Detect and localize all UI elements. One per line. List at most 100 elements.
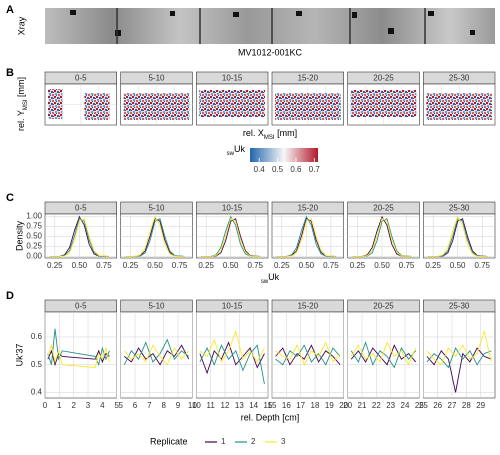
panel-background <box>44 213 117 259</box>
colorbar <box>250 148 318 162</box>
data-line <box>426 347 492 393</box>
legend-title: Replicate <box>150 436 188 446</box>
colorbar-title-part: Uk <box>234 144 245 154</box>
y-axis-label: Uk'37 <box>14 344 24 367</box>
facet-label: 5-10 <box>148 74 165 83</box>
facet-label: 15-20 <box>298 302 319 311</box>
data-line <box>123 338 190 365</box>
colorbar-title: swUk <box>227 144 246 156</box>
legend-label: 2 <box>251 437 256 446</box>
y-tick-label: 0.75 <box>26 222 42 231</box>
panel-background <box>271 311 344 399</box>
data-line <box>125 218 185 257</box>
x-tick-label: 20 <box>339 401 348 410</box>
x-tick-label: 23 <box>386 401 395 410</box>
facet-label: 25-30 <box>449 74 470 83</box>
panel-background <box>44 311 117 399</box>
panel-background <box>347 213 420 259</box>
msi-image <box>84 93 110 120</box>
data-line <box>47 349 110 367</box>
y-axis-label: rel. YMSI [mm] <box>16 77 28 131</box>
panel-background <box>423 311 496 399</box>
x-tick-label: 26 <box>433 401 442 410</box>
facet-label: 5-10 <box>148 302 165 311</box>
x-tick-label: 25 <box>415 401 424 410</box>
panel-background <box>347 311 420 399</box>
x-tick-label: 3 <box>86 401 91 410</box>
x-tick-label: 24 <box>401 401 410 410</box>
data-line <box>350 344 417 366</box>
x-tick-label: 0.25 <box>198 261 214 270</box>
x-tick-label: 0.25 <box>425 261 441 270</box>
panel-letter: A <box>6 4 14 16</box>
facet-label: 15-20 <box>298 204 319 213</box>
x-tick-label: 15 <box>264 401 273 410</box>
data-line <box>428 215 488 257</box>
x-tick-label: 10 <box>192 401 201 410</box>
data-line <box>199 341 265 375</box>
y-axis-label-part: [mm] <box>16 77 26 100</box>
data-line <box>199 329 265 363</box>
x-tick-label: 0.25 <box>123 261 139 270</box>
x-tick-label: 0.50 <box>223 261 239 270</box>
facet-label: 10-15 <box>222 204 243 213</box>
x-tick-label: 1 <box>57 401 62 410</box>
y-tick-label: 0.00 <box>26 252 42 261</box>
x-tick-label: 12 <box>221 401 230 410</box>
y-tick-label: 0.6 <box>31 332 43 341</box>
data-line <box>350 341 417 366</box>
facet-label: 10-15 <box>222 74 243 83</box>
x-tick-label: 0.25 <box>274 261 290 270</box>
panel-background <box>423 213 496 259</box>
x-tick-label: 0 <box>43 401 48 410</box>
facet-label: 20-25 <box>373 302 394 311</box>
msi-image <box>350 90 417 117</box>
y-axis-label: Xray <box>16 16 26 35</box>
colorbar-title-part: sw <box>227 151 235 157</box>
data-line <box>49 218 109 257</box>
data-line <box>275 344 341 366</box>
x-tick-label: 0.50 <box>450 261 466 270</box>
x-axis-label-part: Uk <box>268 272 279 282</box>
data-line <box>352 217 412 257</box>
data-line <box>49 215 109 257</box>
x-tick-label: 19 <box>325 401 334 410</box>
data-line <box>47 343 110 368</box>
data-line <box>125 215 185 257</box>
x-axis-label-part: [mm] <box>275 128 298 138</box>
x-axis-label: rel. Depth [cm] <box>241 412 300 422</box>
msi-image <box>426 93 492 120</box>
x-axis-label: rel. XMSI [mm] <box>243 128 297 140</box>
facet-label: 0-5 <box>75 302 87 311</box>
legend-label: 1 <box>221 437 226 446</box>
data-line <box>276 215 336 257</box>
y-tick-label: 0.25 <box>26 242 42 251</box>
x-axis-label-part: rel. X <box>243 128 264 138</box>
panel-background <box>120 311 193 399</box>
x-tick-label: 13 <box>235 401 244 410</box>
data-line <box>275 341 341 366</box>
data-line <box>276 218 336 257</box>
x-tick-label: 22 <box>372 401 381 410</box>
x-tick-label: 7 <box>147 401 152 410</box>
y-tick-label: 0.50 <box>26 232 42 241</box>
x-axis-label: swUk <box>261 272 280 284</box>
x-tick-label: 5 <box>114 401 119 410</box>
x-tick-label: 0.50 <box>72 261 88 270</box>
panel-background <box>271 213 344 259</box>
y-tick-label: 0.5 <box>31 360 43 369</box>
x-tick-label: 0.75 <box>399 261 415 270</box>
facet-label: 10-15 <box>222 302 243 311</box>
x-tick-label: 27 <box>448 401 457 410</box>
x-tick-label: 0.75 <box>323 261 339 270</box>
y-tick-label: 1.00 <box>26 212 42 221</box>
x-axis-label-part: sw <box>261 279 269 285</box>
caption: MV1012-001KC <box>238 47 303 57</box>
x-tick-label: 15 <box>268 401 277 410</box>
facet-label: 0-5 <box>75 204 87 213</box>
x-tick-label: 0.25 <box>47 261 63 270</box>
x-tick-label: 18 <box>311 401 320 410</box>
data-line <box>428 217 488 257</box>
y-axis-label-part: rel. Y <box>16 110 26 131</box>
facet-label: 20-25 <box>373 74 394 83</box>
